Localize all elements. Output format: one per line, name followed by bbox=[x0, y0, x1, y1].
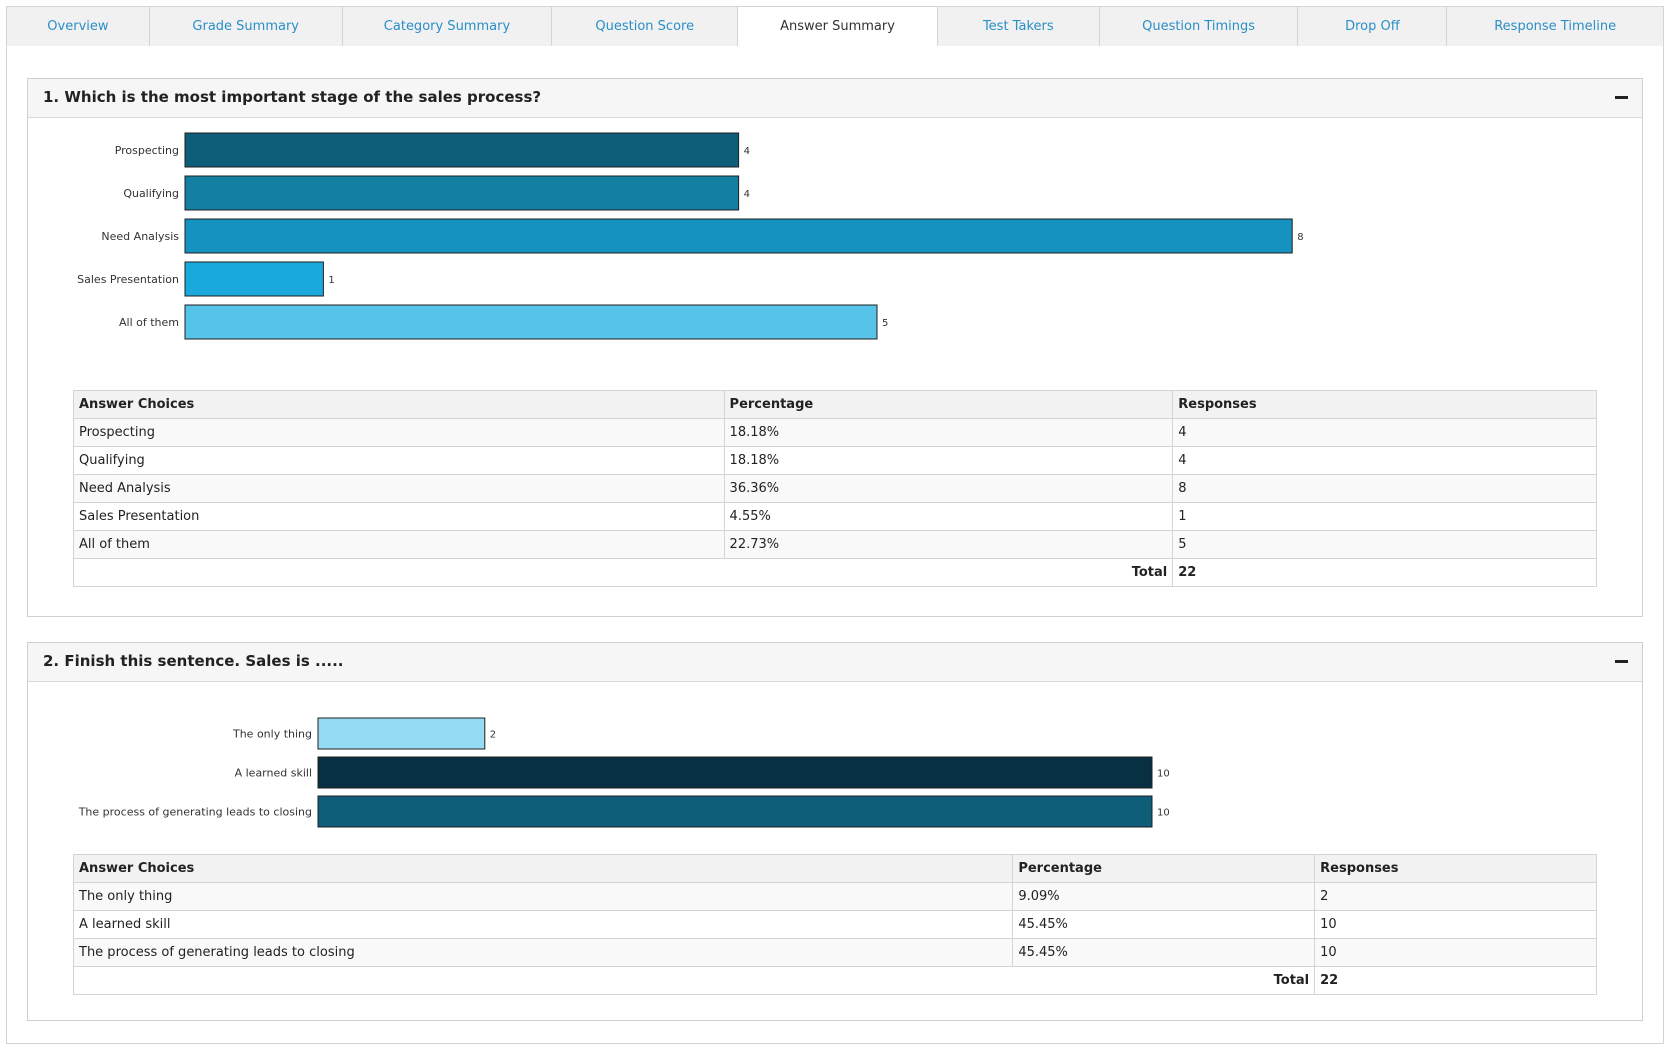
percentage-cell: 45.45% bbox=[1012, 938, 1316, 967]
percentage-cell: 4.55% bbox=[723, 502, 1174, 531]
bar-value-label: 4 bbox=[744, 189, 750, 200]
tab-overview[interactable]: Overview bbox=[7, 7, 150, 47]
bar-value-label: 4 bbox=[744, 146, 750, 157]
table-row: All of them 22.73% 5 bbox=[73, 530, 1597, 559]
bar-value-label: 8 bbox=[1297, 232, 1303, 243]
table-row: Prospecting 18.18% 4 bbox=[73, 418, 1597, 447]
bar bbox=[184, 132, 740, 168]
table-row: Sales Presentation 4.55% 1 bbox=[73, 502, 1597, 531]
total-label: Total bbox=[72, 966, 1316, 995]
bar bbox=[184, 261, 324, 297]
responses-cell: 2 bbox=[1314, 882, 1597, 911]
collapse-icon[interactable] bbox=[1615, 660, 1628, 663]
bar bbox=[317, 795, 1153, 828]
question-panel-1: 1. Which is the most important stage of … bbox=[27, 78, 1643, 617]
bar-value-label: 10 bbox=[1157, 769, 1170, 780]
answer-choice-cell: The process of generating leads to closi… bbox=[72, 938, 1014, 967]
question-panel-2: 2. Finish this sentence. Sales is ..... … bbox=[27, 642, 1643, 1021]
table-row: The process of generating leads to closi… bbox=[72, 938, 1597, 967]
percentage-cell: 18.18% bbox=[723, 418, 1174, 447]
table-header-row: Answer Choices Percentage Responses bbox=[72, 854, 1597, 883]
bar bbox=[184, 218, 1293, 254]
table-total-row: Total 22 bbox=[72, 966, 1597, 995]
answer-choice-cell: Qualifying bbox=[73, 446, 725, 475]
category-label: The only thing bbox=[232, 728, 312, 741]
category-label: Need Analysis bbox=[101, 230, 179, 243]
total-value: 22 bbox=[1172, 558, 1597, 587]
bar-value-label: 5 bbox=[882, 318, 888, 329]
answer-table-1: Answer Choices Percentage Responses Pros… bbox=[72, 390, 1597, 587]
bar bbox=[317, 756, 1153, 789]
percentage-cell: 45.45% bbox=[1012, 910, 1316, 939]
question-header-2: 2. Finish this sentence. Sales is ..... bbox=[28, 643, 1642, 682]
tab-question-score[interactable]: Question Score bbox=[552, 7, 739, 47]
answer-choice-cell: Prospecting bbox=[73, 418, 725, 447]
bar bbox=[317, 717, 486, 750]
percentage-cell: 9.09% bbox=[1012, 882, 1316, 911]
tab-grade-summary[interactable]: Grade Summary bbox=[149, 7, 343, 47]
responses-cell: 4 bbox=[1172, 418, 1597, 447]
total-value: 22 bbox=[1314, 966, 1597, 995]
responses-cell: 8 bbox=[1172, 474, 1597, 503]
category-label: The process of generating leads to closi… bbox=[78, 806, 312, 819]
bar-value-label: 10 bbox=[1157, 808, 1170, 819]
tab-drop-off[interactable]: Drop Off bbox=[1298, 7, 1448, 47]
answer-choice-cell: A learned skill bbox=[72, 910, 1014, 939]
category-label: Prospecting bbox=[115, 144, 179, 157]
column-header: Answer Choices bbox=[72, 854, 1014, 883]
bar bbox=[184, 175, 740, 211]
answer-bar-chart-1: Prospecting 4 Qualifying 4 Need Analysis 8 Sal… bbox=[77, 132, 1304, 340]
responses-cell: 10 bbox=[1314, 910, 1597, 939]
table-row: Need Analysis 36.36% 8 bbox=[73, 474, 1597, 503]
percentage-cell: 18.18% bbox=[723, 446, 1174, 475]
answer-choice-cell: The only thing bbox=[72, 882, 1014, 911]
category-label: All of them bbox=[119, 316, 179, 329]
question-title: 2. Finish this sentence. Sales is ..... bbox=[43, 652, 344, 670]
percentage-cell: 22.73% bbox=[723, 530, 1174, 559]
tab-test-takers[interactable]: Test Takers bbox=[937, 7, 1100, 47]
answer-choice-cell: Sales Presentation bbox=[73, 502, 725, 531]
bar-value-label: 2 bbox=[490, 730, 496, 741]
tab-question-timings[interactable]: Question Timings bbox=[1099, 7, 1299, 47]
answer-choice-cell: All of them bbox=[73, 530, 725, 559]
bar bbox=[184, 304, 878, 340]
tab-category-summary[interactable]: Category Summary bbox=[342, 7, 553, 47]
responses-cell: 4 bbox=[1172, 446, 1597, 475]
bar-value-label: 1 bbox=[328, 275, 334, 286]
responses-cell: 5 bbox=[1172, 530, 1597, 559]
answer-choice-cell: Need Analysis bbox=[73, 474, 725, 503]
table-header-row: Answer Choices Percentage Responses bbox=[73, 390, 1597, 419]
tab-response-timeline[interactable]: Response Timeline bbox=[1447, 7, 1664, 47]
question-header-1: 1. Which is the most important stage of … bbox=[28, 79, 1642, 118]
table-total-row: Total 22 bbox=[72, 558, 1597, 587]
responses-cell: 1 bbox=[1172, 502, 1597, 531]
category-label: A learned skill bbox=[235, 767, 312, 780]
tab-answer-summary[interactable]: Answer Summary bbox=[738, 7, 938, 47]
category-label: Qualifying bbox=[123, 187, 179, 200]
total-label: Total bbox=[72, 558, 1174, 587]
responses-cell: 10 bbox=[1314, 938, 1597, 967]
table-row: A learned skill 45.45% 10 bbox=[72, 910, 1597, 939]
column-header: Responses bbox=[1314, 854, 1597, 883]
collapse-icon[interactable] bbox=[1615, 96, 1628, 99]
answer-bar-chart-2: The only thing 2 A learned skill 10 The proc… bbox=[78, 717, 1170, 828]
column-header: Responses bbox=[1172, 390, 1597, 419]
table-row: Qualifying 18.18% 4 bbox=[73, 446, 1597, 475]
question-title: 1. Which is the most important stage of … bbox=[43, 88, 542, 106]
report-tabs: Overview Grade Summary Category Summary … bbox=[6, 6, 1664, 47]
column-header: Percentage bbox=[1012, 854, 1316, 883]
table-row: The only thing 9.09% 2 bbox=[72, 882, 1597, 911]
column-header: Percentage bbox=[723, 390, 1174, 419]
answer-table-2: Answer Choices Percentage Responses The … bbox=[72, 854, 1597, 995]
percentage-cell: 36.36% bbox=[723, 474, 1174, 503]
category-label: Sales Presentation bbox=[77, 273, 179, 286]
column-header: Answer Choices bbox=[73, 390, 725, 419]
